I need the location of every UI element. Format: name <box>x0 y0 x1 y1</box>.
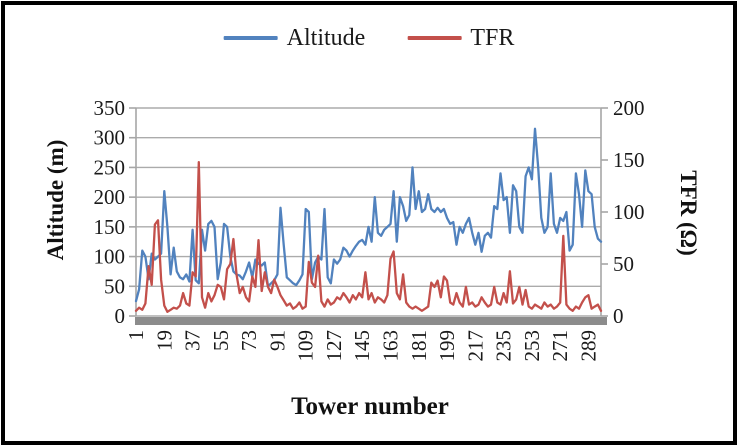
y-axis-left-tick-label: 100 <box>94 245 126 269</box>
legend: Altitude TFR <box>223 25 514 51</box>
tfr-legend-label: TFR <box>470 25 515 51</box>
x-axis-tick-label: 127 <box>322 330 346 362</box>
altitude-legend-line-swatch <box>223 36 278 40</box>
x-axis-tick-label: 199 <box>435 330 459 362</box>
x-axis-tick-label: 271 <box>548 330 572 362</box>
y-axis-left-tick-label: 150 <box>94 215 126 239</box>
x-axis-tick-label: 73 <box>237 330 261 351</box>
x-axis-tick-label: 253 <box>520 330 544 362</box>
x-axis-tick-label: 145 <box>350 330 374 362</box>
x-axis-baseline-bar <box>135 317 607 325</box>
x-axis-tick-label: 19 <box>152 330 176 351</box>
x-axis-tick-label: 181 <box>407 330 431 362</box>
x-axis-tick-label: 235 <box>492 330 516 362</box>
x-axis-tick-label: 1 <box>124 330 148 341</box>
tfr-line <box>134 160 603 313</box>
altitude-line <box>134 127 603 303</box>
y-axis-right-tick-label: 0 <box>613 304 624 328</box>
x-axis-tick-label: 217 <box>463 330 487 362</box>
x-axis-title: Tower number <box>291 393 449 420</box>
x-axis-tick-label: 289 <box>576 330 600 362</box>
y-axis-left-tick-label: 350 <box>94 96 126 120</box>
y-axis-left-tick-label: 200 <box>94 185 126 209</box>
x-axis-tick-label: 109 <box>294 330 318 362</box>
y-axis-right-tick-label: 100 <box>613 200 645 224</box>
y-axis-right-tick-label: 150 <box>613 148 645 172</box>
y-axis-right-tick-label: 50 <box>613 252 634 276</box>
y-axis-right-tick-label: 200 <box>613 96 645 120</box>
legend-item-altitude: Altitude <box>223 25 366 51</box>
y-axis-left-tick-label: 0 <box>115 304 126 328</box>
x-axis-tick-label: 37 <box>181 330 205 351</box>
x-axis-tick-label: 163 <box>378 330 402 362</box>
x-axis-tick-label: 55 <box>209 330 233 351</box>
y-axis-left-tick-label: 50 <box>104 274 125 298</box>
altitude-legend-label: Altitude <box>286 25 366 51</box>
x-axis-tick-label: 91 <box>265 330 289 351</box>
legend-item-tfr: TFR <box>407 26 514 50</box>
y-axis-left-tick-label: 250 <box>94 155 126 179</box>
tfr-legend-line-swatch <box>407 36 462 40</box>
y-axis-left-tick-label: 300 <box>94 126 126 150</box>
